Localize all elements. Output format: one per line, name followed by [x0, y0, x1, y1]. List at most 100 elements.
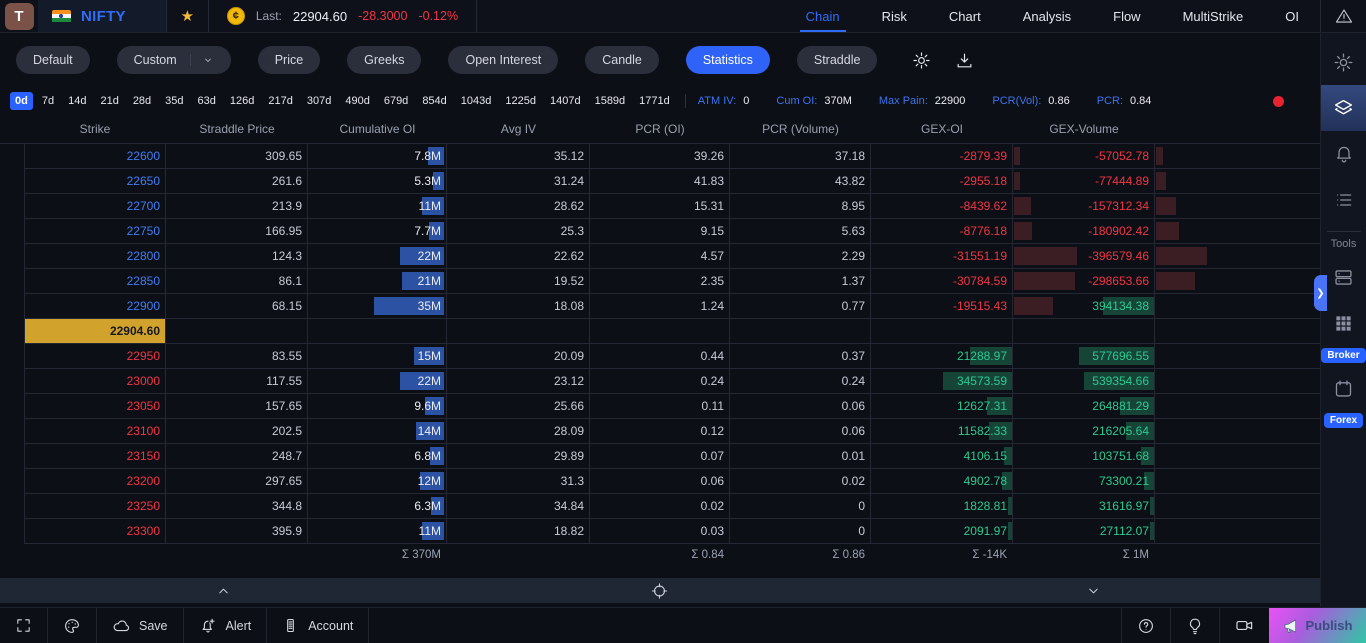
app-logo[interactable]: T	[0, 0, 38, 32]
table-row[interactable]: 2285086.121M19.522.351.37-30784.59-29865…	[24, 269, 1320, 294]
expiry-tab-0d[interactable]: 0d	[10, 92, 33, 110]
strike-cell[interactable]: 23200	[24, 469, 166, 493]
sidebar-settings-gear-icon[interactable]	[1321, 39, 1366, 85]
expiry-tab-28d[interactable]: 28d	[128, 92, 156, 110]
nav-tab-risk[interactable]: Risk	[861, 0, 928, 32]
favorite-star-icon[interactable]: ★	[167, 0, 209, 32]
table-row[interactable]: 22600309.657.8M35.1239.2637.18-2879.39-5…	[24, 144, 1320, 169]
table-row[interactable]: 23250344.86.3M34.840.0201828.8131616.97	[24, 494, 1320, 519]
strike-cell[interactable]: 22750	[24, 219, 166, 243]
nav-tab-chain[interactable]: Chain	[785, 0, 861, 32]
expiry-tab-307d[interactable]: 307d	[302, 92, 336, 110]
preset-custom-dropdown[interactable]: Custom	[117, 46, 231, 74]
table-row[interactable]: 22904.60	[24, 319, 1320, 344]
alert-button[interactable]: Alert	[184, 608, 268, 643]
ideas-bulb-button[interactable]	[1170, 608, 1219, 643]
table-row[interactable]: 22700213.911M28.6215.318.95-8439.62-1573…	[24, 194, 1320, 219]
broker-badge[interactable]: Broker	[1321, 348, 1365, 363]
warning-icon[interactable]	[1320, 0, 1366, 32]
expiry-tab-490d[interactable]: 490d	[340, 92, 374, 110]
expiry-tab-1771d[interactable]: 1771d	[634, 92, 675, 110]
nav-tab-multistrike[interactable]: MultiStrike	[1162, 0, 1265, 32]
expiry-tab-217d[interactable]: 217d	[263, 92, 297, 110]
broker-terminal-icon[interactable]	[1321, 254, 1366, 300]
table-row[interactable]: 23150248.76.8M29.890.070.014106.15103751…	[24, 444, 1320, 469]
pcr-oi-cell: 0.44	[590, 344, 730, 368]
cloud-icon	[112, 617, 130, 635]
strike-cell[interactable]: 23050	[24, 394, 166, 418]
expiry-tab-854d[interactable]: 854d	[417, 92, 451, 110]
gex-oi-cell: -8439.62	[871, 194, 1013, 218]
price-change: -28.3000	[358, 9, 407, 23]
save-button[interactable]: Save	[97, 608, 184, 643]
strike-cell[interactable]: 22600	[24, 144, 166, 168]
strike-cell[interactable]: 22650	[24, 169, 166, 193]
expiry-tab-126d[interactable]: 126d	[225, 92, 259, 110]
table-row[interactable]: 22800124.322M22.624.572.29-31551.19-3965…	[24, 244, 1320, 269]
expiry-tab-21d[interactable]: 21d	[95, 92, 123, 110]
mode-button-open-interest[interactable]: Open Interest	[448, 46, 558, 74]
mode-button-straddle[interactable]: Straddle	[797, 46, 878, 74]
table-row[interactable]: 23050157.659.6M25.660.110.0612627.312648…	[24, 394, 1320, 419]
sidebar-bell-icon[interactable]	[1321, 131, 1366, 177]
strike-cell[interactable]: 23000	[24, 369, 166, 393]
forex-badge[interactable]: Forex	[1324, 413, 1363, 428]
theme-palette-button[interactable]	[48, 608, 97, 643]
publish-button[interactable]: Publish	[1269, 608, 1366, 643]
calendar-icon[interactable]	[1321, 365, 1366, 411]
expiry-tab-14d[interactable]: 14d	[63, 92, 91, 110]
nav-tab-flow[interactable]: Flow	[1092, 0, 1161, 32]
table-row[interactable]: 22650261.65.3M31.2441.8343.82-2955.18-77…	[24, 169, 1320, 194]
strike-cell[interactable]: 22850	[24, 269, 166, 293]
expiry-tab-7d[interactable]: 7d	[37, 92, 59, 110]
expiry-tab-1043d[interactable]: 1043d	[456, 92, 497, 110]
account-button[interactable]: Account	[267, 608, 369, 643]
apps-grid-icon[interactable]	[1321, 300, 1366, 346]
expiry-tab-63d[interactable]: 63d	[193, 92, 221, 110]
strike-cell[interactable]: 23300	[24, 519, 166, 543]
table-row[interactable]: 22750166.957.7M25.39.155.63-8776.18-1809…	[24, 219, 1320, 244]
preset-default-button[interactable]: Default	[16, 46, 90, 74]
video-camera-button[interactable]	[1219, 608, 1269, 643]
expiry-tab-1589d[interactable]: 1589d	[590, 92, 631, 110]
strike-cell[interactable]: 22950	[24, 344, 166, 368]
table-row[interactable]: 23000117.5522M23.120.240.2434573.5953935…	[24, 369, 1320, 394]
crosshair-icon[interactable]	[651, 582, 668, 599]
help-button[interactable]	[1121, 608, 1170, 643]
settings-gear-icon[interactable]	[912, 51, 931, 70]
strike-cell[interactable]: 22700	[24, 194, 166, 218]
nav-tab-oi[interactable]: OI	[1264, 0, 1320, 32]
expiry-tab-1225d[interactable]: 1225d	[500, 92, 541, 110]
mode-button-candle[interactable]: Candle	[585, 46, 659, 74]
nav-tab-chart[interactable]: Chart	[928, 0, 1002, 32]
table-row[interactable]: 2295083.5515M20.090.440.3721288.97577696…	[24, 344, 1320, 369]
symbol-section[interactable]: NIFTY	[38, 0, 167, 32]
sidebar-layers-icon[interactable]	[1321, 85, 1366, 131]
download-icon[interactable]	[955, 51, 974, 70]
collapse-down-icon[interactable]	[1086, 583, 1101, 598]
table-row[interactable]: 23200297.6512M31.30.060.024902.7873300.2…	[24, 469, 1320, 494]
table-row[interactable]: 23100202.514M28.090.120.0611582.33216205…	[24, 419, 1320, 444]
strike-cell[interactable]: 23100	[24, 419, 166, 443]
strike-cell[interactable]: 22900	[24, 294, 166, 318]
strike-cell[interactable]: 23150	[24, 444, 166, 468]
nav-tabs: ChainRiskChartAnalysisFlowMultiStrikeOI	[785, 0, 1320, 32]
table-row[interactable]: 23300395.911M18.820.0302091.9727112.07	[24, 519, 1320, 544]
panel-expand-handle[interactable]: ❯	[1314, 275, 1327, 311]
expiry-tab-679d[interactable]: 679d	[379, 92, 413, 110]
strike-cell[interactable]: 23250	[24, 494, 166, 518]
strike-cell[interactable]: 22800	[24, 244, 166, 268]
avg-iv-cell: 34.84	[447, 494, 590, 518]
avg-iv-cell: 29.89	[447, 444, 590, 468]
collapse-up-icon[interactable]	[216, 583, 231, 598]
expiry-tab-1407d[interactable]: 1407d	[545, 92, 586, 110]
mode-button-price[interactable]: Price	[258, 46, 320, 74]
mode-button-statistics[interactable]: Statistics	[686, 46, 770, 74]
mode-button-greeks[interactable]: Greeks	[347, 46, 421, 74]
gex-oi-cell: -30784.59	[871, 269, 1013, 293]
expiry-tab-35d[interactable]: 35d	[160, 92, 188, 110]
fullscreen-button[interactable]	[0, 608, 48, 643]
nav-tab-analysis[interactable]: Analysis	[1002, 0, 1092, 32]
sidebar-watchlist-icon[interactable]	[1321, 177, 1366, 223]
table-row[interactable]: 2290068.1535M18.081.240.77-19515.4339413…	[24, 294, 1320, 319]
